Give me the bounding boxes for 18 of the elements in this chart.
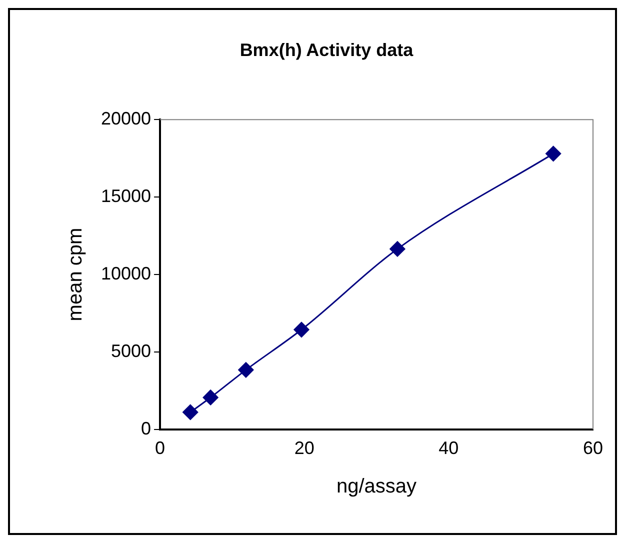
chart-title: Bmx(h) Activity data [240, 40, 414, 60]
y-tick-label: 20000 [100, 108, 152, 129]
x-tick-label: 40 [438, 438, 459, 458]
x-tick-label: 60 [582, 438, 604, 458]
x-tick-label: 0 [155, 438, 166, 458]
x-tick-label: 20 [294, 438, 314, 458]
point [182, 404, 198, 420]
point [294, 322, 310, 338]
point [238, 362, 254, 378]
y-tick-label: 5000 [111, 340, 152, 361]
y-tick-label: 15000 [100, 186, 152, 206]
point [546, 146, 562, 162]
point [390, 241, 406, 257]
y-tick-label: 10000 [100, 263, 152, 284]
y-axis-title: mean cpm [64, 228, 87, 322]
point [202, 390, 218, 406]
x-axis-title: ng/assay [336, 476, 417, 498]
y-tick-label: 0 [141, 418, 152, 438]
